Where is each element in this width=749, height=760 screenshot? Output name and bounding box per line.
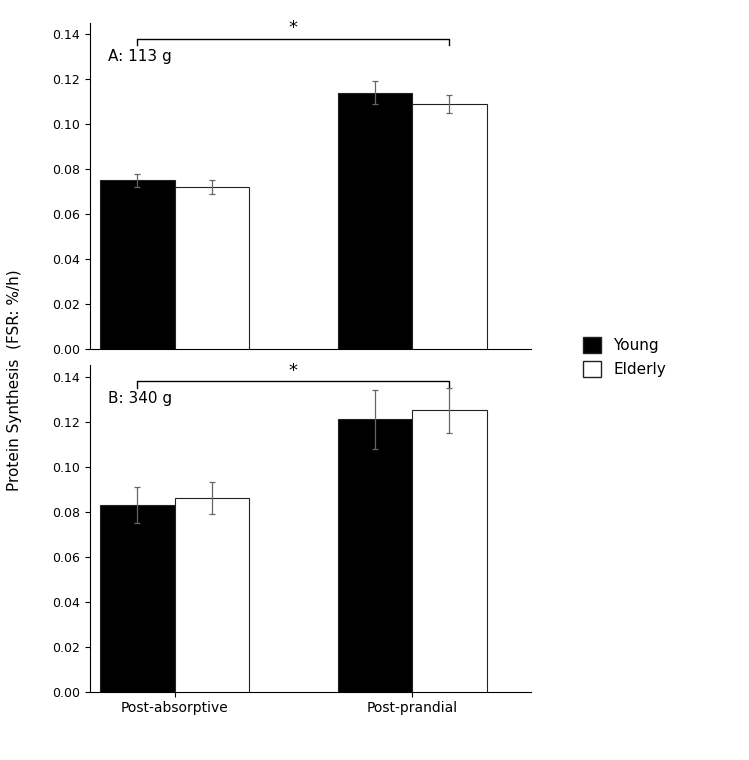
- Text: *: *: [289, 20, 298, 37]
- Text: Protein Synthesis  (FSR: %/h): Protein Synthesis (FSR: %/h): [7, 269, 22, 491]
- Bar: [338, 420, 412, 692]
- Bar: [412, 410, 487, 692]
- Bar: [100, 505, 175, 692]
- Text: A: 113 g: A: 113 g: [108, 49, 172, 64]
- Text: B: 340 g: B: 340 g: [108, 391, 172, 407]
- Bar: [412, 104, 487, 349]
- Legend: Young, Elderly: Young, Elderly: [583, 337, 666, 377]
- Bar: [338, 93, 412, 349]
- Bar: [175, 187, 249, 349]
- Bar: [100, 180, 175, 349]
- Text: *: *: [289, 362, 298, 380]
- Bar: [175, 498, 249, 692]
